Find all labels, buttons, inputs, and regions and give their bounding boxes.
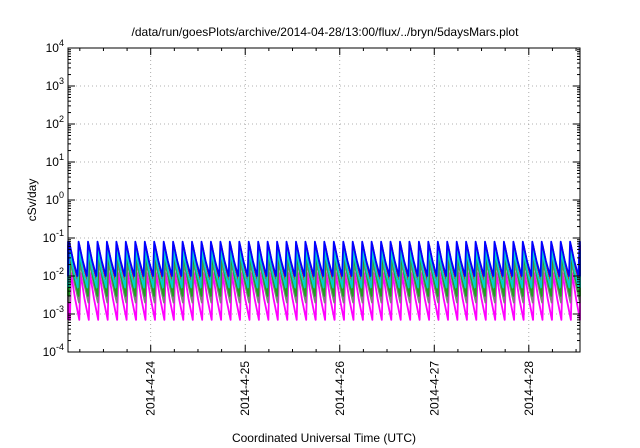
y-tick-label: 10-1: [43, 228, 64, 245]
chart-title: /data/run/goesPlots/archive/2014-04-28/1…: [132, 25, 520, 39]
x-tick-label: 2014-4-24: [144, 361, 158, 416]
y-tick-label: 10-2: [43, 266, 64, 283]
y-tick-label: 101: [46, 152, 64, 169]
grid: [68, 48, 580, 352]
series-line: [67, 240, 581, 277]
y-tick-label: 103: [46, 76, 64, 93]
y-axis-label: cSv/day: [25, 179, 39, 222]
y-tick-label: 10-4: [43, 342, 64, 359]
series-line: [67, 250, 581, 289]
series-group: [67, 240, 581, 321]
y-tick-label: 100: [46, 190, 64, 207]
x-tick-label: 2014-4-28: [522, 361, 536, 416]
x-tick-label: 2014-4-27: [427, 361, 441, 416]
x-axis-label: Coordinated Universal Time (UTC): [232, 431, 416, 445]
y-axis: 104 103 102 101 100 10-1 10-2 10-3 10-4: [43, 38, 580, 359]
x-tick-label: 2014-4-25: [238, 361, 252, 416]
x-tick-label: 2014-4-26: [333, 361, 347, 416]
y-tick-label: 104: [46, 38, 64, 55]
y-tick-label: 10-3: [43, 304, 64, 321]
x-axis: 2014-4-24 2014-4-25 2014-4-26 2014-4-27 2014…: [79, 48, 577, 416]
y-tick-label: 102: [46, 114, 64, 131]
